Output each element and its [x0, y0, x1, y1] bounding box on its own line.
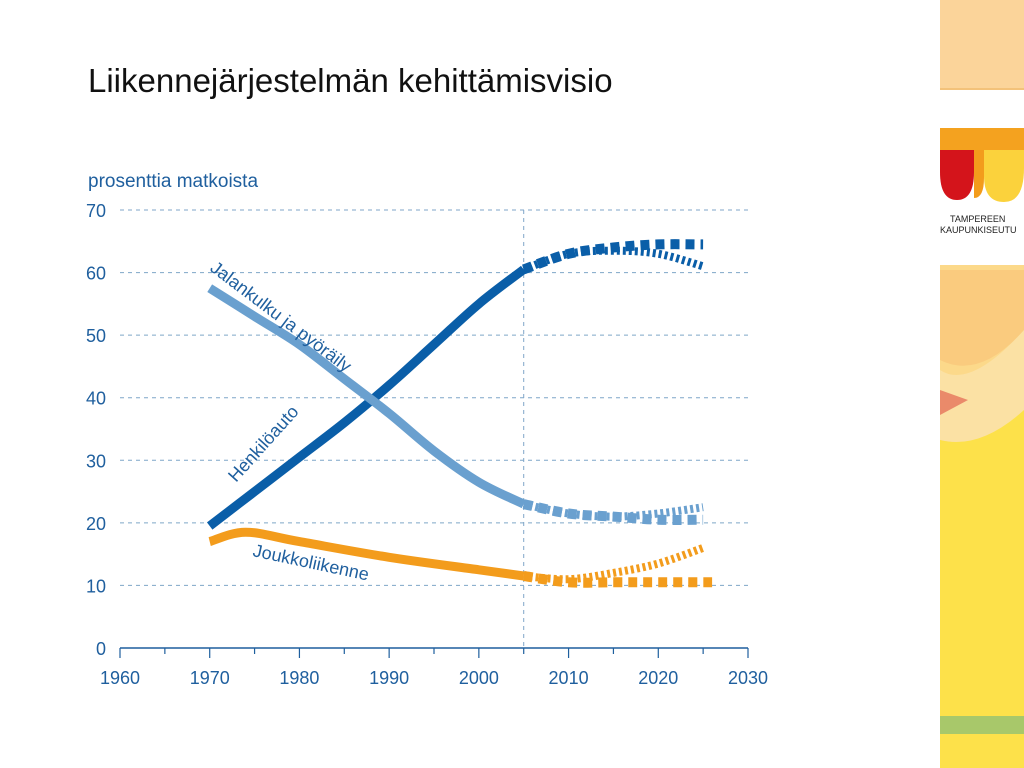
series-car	[206, 239, 705, 530]
x-tick-label-1990: 1990	[369, 668, 409, 688]
x-tick-label-1970: 1970	[190, 668, 230, 688]
y-axis-title: prosenttia matkoista	[88, 171, 258, 192]
line-transit-observed	[208, 527, 525, 581]
series-transit	[208, 527, 713, 588]
band-yellow-block	[940, 410, 1024, 768]
x-tick-label-2010: 2010	[549, 668, 589, 688]
x-tick-label-2020: 2020	[638, 668, 678, 688]
band-accent-shape	[940, 390, 968, 415]
band-peach-block	[940, 0, 1024, 88]
logo-line-1: TAMPEREEN	[950, 214, 1005, 224]
x-tick-label-2000: 2000	[459, 668, 499, 688]
tampere-logo: TAMPEREEN KAUPUNKISEUTU	[940, 128, 1024, 235]
line-walkcycle-observed	[207, 284, 526, 509]
y-tick-label-10: 10	[86, 576, 106, 596]
modal-split-chart: prosenttia matkoista 0102030405060701960…	[86, 171, 768, 688]
x-tick-label-1960: 1960	[100, 668, 140, 688]
y-tick-label-50: 50	[86, 326, 106, 346]
line-car-scenario-dotted	[522, 246, 705, 274]
slide-title: Liikennejärjestelmän kehittämisvisio	[88, 62, 613, 99]
y-tick-label-0: 0	[96, 639, 106, 659]
y-tick-label-60: 60	[86, 264, 106, 284]
series-label-walkcycle: Jalankulku ja pyöräily	[207, 257, 356, 376]
logo-line-2: KAUPUNKISEUTU	[940, 225, 1017, 235]
x-tick-label-1980: 1980	[279, 668, 319, 688]
chart-grid	[120, 209, 748, 648]
y-tick-label-70: 70	[86, 201, 106, 221]
series-label-car: Henkilöauto	[224, 402, 302, 486]
y-tick-label-30: 30	[86, 451, 106, 471]
band-divider	[940, 88, 1024, 90]
logo-orange-shape	[974, 150, 984, 198]
logo-red-shape	[940, 150, 974, 200]
line-car-observed	[206, 265, 527, 530]
x-tick-label-2030: 2030	[728, 668, 768, 688]
line-transit-scenario-dotted	[523, 544, 705, 584]
y-tick-label-40: 40	[86, 389, 106, 409]
logo-yellow-shape	[984, 150, 1024, 202]
y-tick-label-20: 20	[86, 514, 106, 534]
decorative-side-band: TAMPEREEN KAUPUNKISEUTU	[940, 0, 1024, 768]
band-green-stripe	[940, 716, 1024, 734]
line-transit-scenario-dashed	[522, 571, 713, 588]
line-walkcycle-scenario-dotted	[522, 500, 704, 521]
series-walkcycle	[207, 284, 704, 525]
chart-series	[206, 239, 713, 588]
